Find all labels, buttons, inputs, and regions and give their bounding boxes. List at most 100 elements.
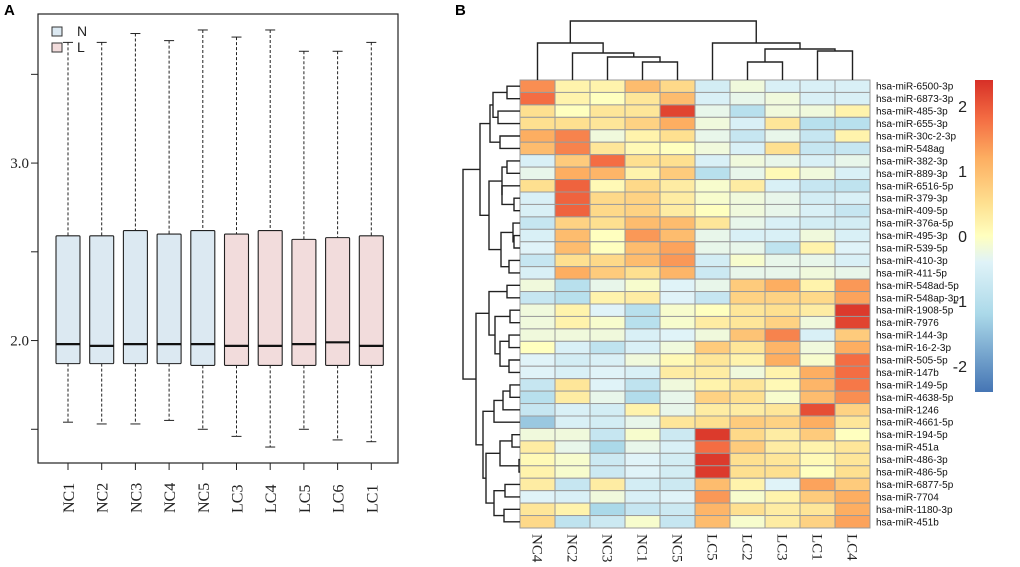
heatmap-cell	[729, 104, 766, 118]
heatmap-cell	[659, 340, 696, 355]
heatmap-cell	[624, 253, 661, 268]
heatmap-cell	[624, 315, 661, 330]
heatmap-cell	[659, 315, 696, 330]
heatmap-cell	[554, 353, 591, 367]
heatmap-cell	[694, 378, 731, 392]
heatmap-cell	[519, 515, 556, 529]
heatmap-cell	[799, 116, 836, 131]
heatmap-cell	[694, 266, 731, 280]
heatmap-cell	[834, 378, 871, 392]
colorbar-tick-label: -1	[953, 294, 967, 311]
heatmap-cell	[624, 328, 661, 342]
heatmap-cell	[624, 515, 661, 529]
heatmap-row	[519, 203, 871, 218]
heatmap-cell	[659, 353, 696, 367]
heatmap-cell	[589, 216, 626, 230]
heatmap-cell	[519, 465, 556, 479]
heatmap-cell	[519, 427, 556, 442]
heatmap-cell	[764, 216, 801, 230]
row-label: hsa-miR-379-3p	[876, 194, 948, 205]
row-label: hsa-miR-7704	[876, 492, 939, 503]
heatmap-cell	[519, 104, 556, 118]
box-LC6	[325, 50, 351, 441]
heatmap-cell	[764, 315, 801, 330]
dendrogram-branch	[606, 56, 661, 80]
heatmap-cell	[799, 291, 836, 305]
heatmap-cell	[624, 116, 661, 131]
heatmap-cell	[729, 241, 766, 255]
heatmap-row	[519, 328, 871, 342]
heatmap-cell	[834, 203, 871, 218]
heatmap-cell	[659, 415, 696, 429]
heatmap-cell	[834, 291, 871, 305]
heatmap-cell	[554, 203, 591, 218]
heatmap-cell	[554, 328, 591, 342]
heatmap-cell	[589, 154, 626, 168]
heatmap-cell	[694, 141, 731, 156]
heatmap-cell	[764, 154, 801, 168]
heatmap-cell	[659, 141, 696, 156]
heatmap-cell	[764, 241, 801, 255]
heatmap-cell	[659, 452, 696, 467]
colorbar	[975, 80, 993, 392]
dendrogram-branch	[513, 234, 520, 249]
heatmap-cell	[589, 278, 626, 293]
x-tick-label: LC5	[297, 485, 314, 513]
heatmap-cell	[729, 340, 766, 355]
heatmap-row	[519, 315, 871, 330]
heatmap-cell	[834, 328, 871, 342]
heatmap-row	[519, 440, 871, 454]
heatmap-cell	[519, 502, 556, 517]
row-label: hsa-miR-505-5p	[876, 356, 948, 367]
heatmap-cell	[834, 340, 871, 355]
heatmap-row	[519, 154, 871, 168]
dendrogram-branch	[508, 334, 520, 349]
heatmap-cell	[694, 415, 731, 429]
box-iqr	[122, 229, 148, 365]
heatmap-cell	[799, 403, 836, 417]
heatmap-cell	[589, 266, 626, 280]
heatmap-cell	[694, 203, 731, 218]
heatmap-cell	[519, 228, 556, 243]
x-tick-label: NC5	[196, 483, 213, 513]
heatmap-cell	[729, 452, 766, 467]
row-label: hsa-miR-6877-5p	[876, 480, 954, 491]
row-label: hsa-miR-7976	[876, 318, 939, 329]
heatmap-cell	[764, 452, 801, 467]
dendrogram-branch	[746, 61, 784, 80]
row-label: hsa-miR-495-3p	[876, 231, 948, 242]
heatmap-cell	[694, 465, 731, 479]
heatmap-cell	[834, 390, 871, 405]
heatmap-cell	[799, 440, 836, 454]
heatmap-cell	[729, 477, 766, 492]
heatmap-cell	[589, 91, 626, 106]
x-tick-label: NC3	[128, 483, 145, 513]
dendrogram-branch	[508, 259, 520, 274]
heatmap-cell	[624, 465, 661, 479]
heatmap-cell	[764, 502, 801, 517]
heatmap-cell	[799, 515, 836, 529]
column-label: LC1	[809, 534, 825, 561]
heatmap-cell	[799, 328, 836, 342]
heatmap-cell	[659, 502, 696, 517]
row-label: hsa-miR-485-3p	[876, 107, 948, 118]
heatmap-cell	[519, 91, 556, 106]
heatmap-cell	[729, 116, 766, 131]
heatmap-row	[519, 465, 871, 479]
heatmap-cell	[729, 515, 766, 529]
x-tick-label: LC6	[331, 485, 348, 513]
heatmap-cell	[624, 303, 661, 317]
heatmap-cell	[834, 415, 871, 429]
heatmap-cell	[554, 141, 591, 156]
box-iqr	[223, 233, 250, 366]
heatmap-cell	[554, 216, 591, 230]
heatmap-row	[519, 452, 871, 467]
heatmap-cell	[764, 378, 801, 392]
dendrogram-branch	[513, 197, 520, 212]
box-LC4	[257, 29, 283, 448]
heatmap-cell	[799, 315, 836, 330]
heatmap-cell	[764, 104, 801, 118]
heatmap-cell	[764, 191, 801, 205]
dendrogram-branch	[509, 384, 520, 399]
